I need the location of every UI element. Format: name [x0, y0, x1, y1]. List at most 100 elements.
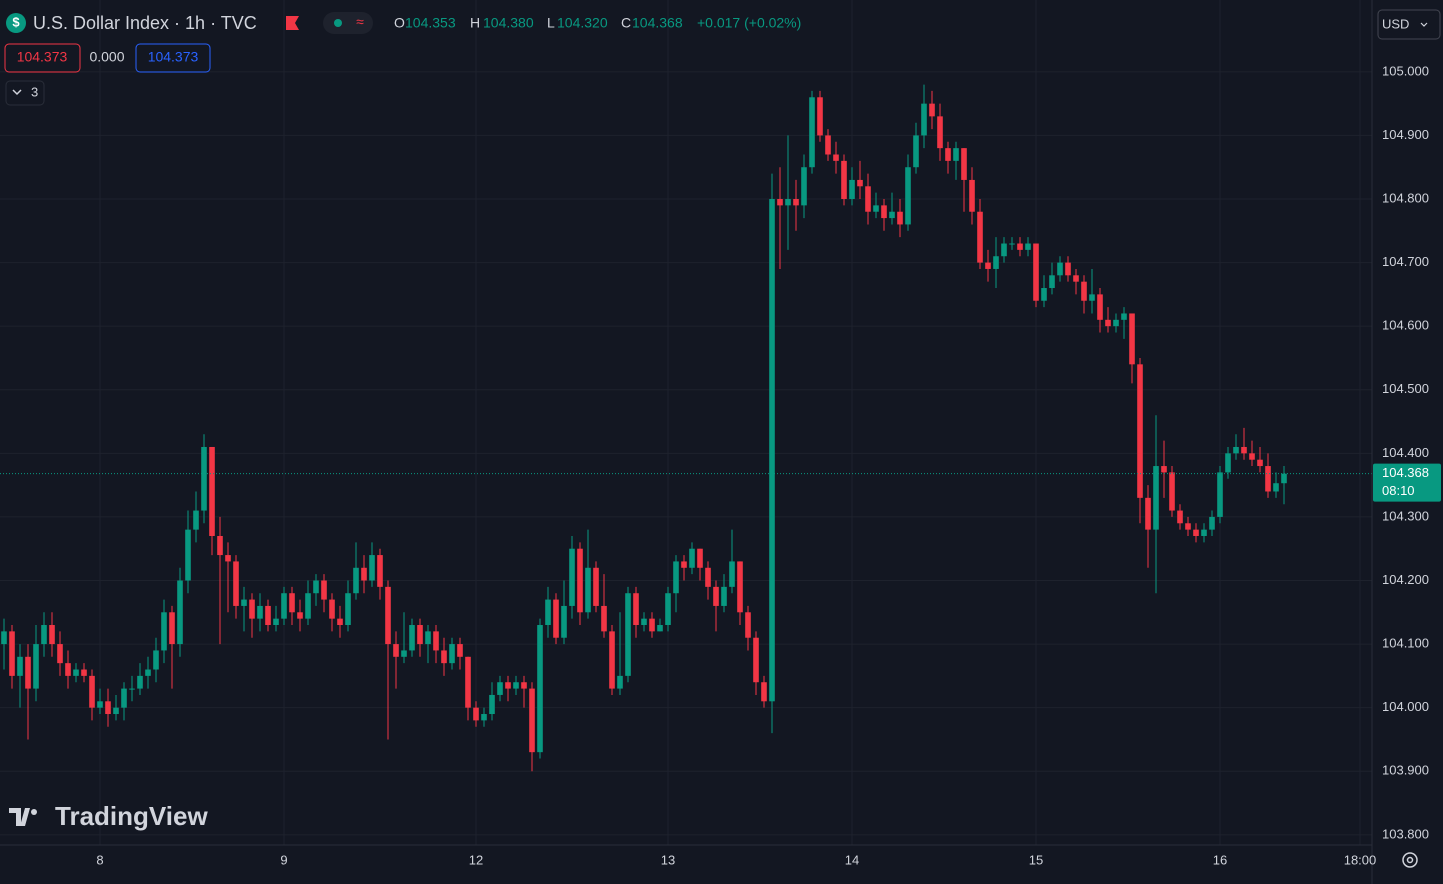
candle-body [545, 599, 551, 626]
candle-body [649, 618, 655, 632]
candle-body [401, 650, 407, 657]
flag-icon[interactable] [286, 16, 299, 30]
candle-body [593, 567, 599, 606]
y-tick-label: 104.900 [1382, 127, 1429, 142]
status-pill[interactable] [323, 12, 373, 34]
candle-body [889, 211, 895, 219]
currency: USD [1382, 16, 1409, 31]
candle-body [577, 548, 583, 613]
change: +0.017 (+0.02%) [697, 15, 801, 31]
candle-body [945, 148, 951, 161]
candle-body [673, 561, 679, 594]
candle-body [169, 612, 175, 645]
ohlc-label: C [621, 15, 631, 31]
candle-body [881, 205, 887, 219]
candle-body [833, 154, 839, 161]
candle-body [657, 625, 663, 632]
candle-body [201, 446, 207, 511]
candle-body [33, 644, 39, 689]
ohlc-value: 104.353 [405, 15, 456, 31]
candle-body [953, 148, 959, 161]
y-tick-label: 104.800 [1382, 190, 1429, 205]
candle-body [281, 593, 287, 619]
candle-body [241, 599, 247, 606]
currency-button[interactable] [1377, 9, 1441, 40]
y-tick-label: 104.300 [1382, 508, 1429, 523]
candle-body [897, 211, 903, 225]
chevron-icon [12, 89, 22, 96]
ohlc-value: 104.368 [632, 15, 683, 31]
candle-body [17, 656, 23, 676]
settings-icon[interactable] [1402, 852, 1418, 868]
candle-body [441, 650, 447, 664]
sell-button[interactable] [4, 43, 81, 73]
candle-body [609, 631, 615, 689]
candle-body [89, 675, 95, 708]
x-tick-label: 18:00 [1344, 852, 1377, 867]
logo-mark [9, 808, 30, 826]
candle-body [1169, 472, 1175, 511]
ohlc-label: O [394, 15, 405, 31]
candle-body [1217, 472, 1223, 517]
candle-body [457, 644, 463, 657]
symbol-icon-glyph: $ [12, 14, 20, 29]
candle-body [961, 148, 967, 180]
candle-body [1049, 275, 1055, 289]
settings-icon-core [1406, 856, 1414, 864]
logo-text: TradingView [55, 801, 208, 831]
x-tick-label: 13 [661, 852, 675, 867]
buy-button[interactable] [135, 43, 211, 73]
candle-body [193, 510, 199, 530]
x-tick-label: 14 [845, 852, 859, 867]
last-price-box [1373, 463, 1441, 502]
candle-body [769, 199, 775, 702]
candle-body [697, 548, 703, 568]
candle-body [257, 605, 263, 619]
y-tick-label: 104.500 [1382, 381, 1429, 396]
candle-body [1105, 319, 1111, 327]
candle-body [1193, 529, 1199, 536]
candle-body [937, 116, 943, 149]
candle-body [529, 688, 535, 753]
delayed-icon: ≈ [356, 14, 364, 30]
candle-body [993, 256, 999, 269]
ohlc-value: 104.320 [557, 15, 608, 31]
candle-body [1057, 262, 1063, 276]
last-price-label: 104.368 [1382, 465, 1429, 480]
candle-body [1185, 523, 1191, 530]
ohlc-value: 104.380 [483, 15, 534, 31]
candle-body [449, 644, 455, 664]
candle-body [921, 103, 927, 136]
candle-body [217, 535, 223, 556]
indicators-toggle[interactable] [5, 80, 45, 106]
candle-body [377, 555, 383, 587]
spread: 0.000 [89, 49, 124, 65]
candle-body [121, 688, 127, 708]
candle-body [585, 567, 591, 613]
candle-body [625, 593, 631, 676]
candle-body [9, 631, 15, 676]
candle-body [1249, 453, 1255, 460]
x-tick-label: 12 [469, 852, 483, 867]
candle-body [153, 650, 159, 670]
symbol-icon [6, 13, 26, 33]
candle-body [1137, 364, 1143, 498]
candle-body [825, 135, 831, 155]
candle-body [321, 580, 327, 600]
candle-body [1081, 281, 1087, 301]
candle-body [57, 644, 63, 664]
chevron-icon [1420, 22, 1428, 27]
candle-body [289, 593, 295, 613]
candle-body [1041, 288, 1047, 301]
candle-body [1089, 294, 1095, 301]
x-tick-label: 16 [1213, 852, 1227, 867]
candle-body [1097, 294, 1103, 320]
candle-body [521, 682, 527, 689]
candle-body [137, 675, 143, 689]
candle-body [1257, 459, 1263, 467]
symbol-title[interactable]: U.S. Dollar Index · 1h · TVC [33, 13, 257, 33]
x-tick-label: 9 [280, 852, 287, 867]
candle-body [777, 199, 783, 206]
candle-body [393, 644, 399, 657]
